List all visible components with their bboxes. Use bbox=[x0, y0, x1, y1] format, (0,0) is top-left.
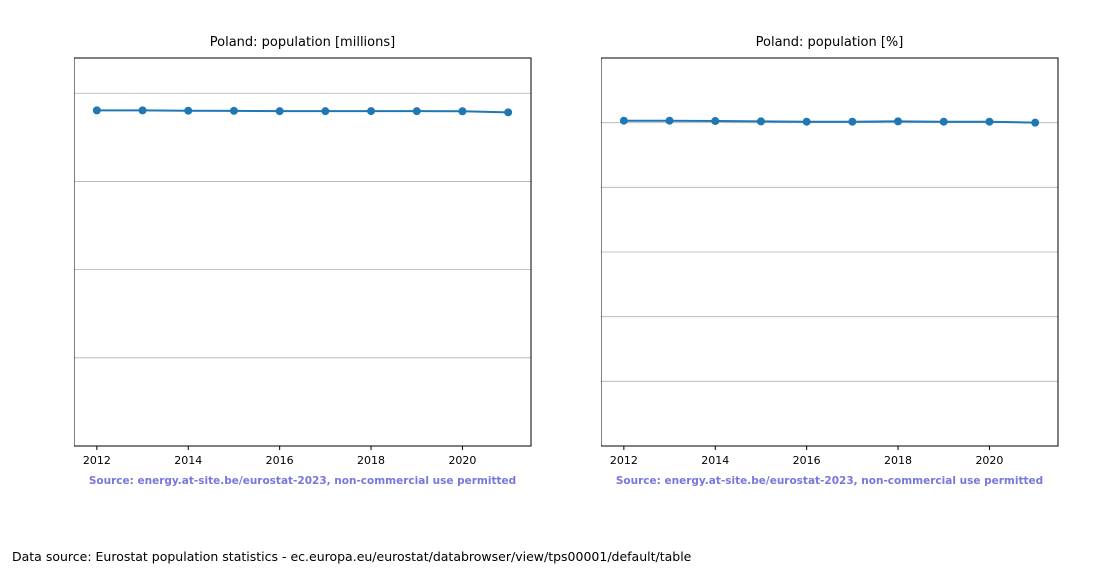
xtick-label: 2018 bbox=[884, 454, 912, 467]
chart-title: Poland: population [%] bbox=[756, 35, 904, 50]
axes-box bbox=[74, 58, 531, 446]
series-marker bbox=[985, 118, 993, 126]
series-marker bbox=[413, 107, 421, 115]
series-marker bbox=[321, 107, 329, 115]
series-marker bbox=[894, 117, 902, 125]
xtick-label: 2012 bbox=[610, 454, 638, 467]
xtick-label: 2012 bbox=[83, 454, 111, 467]
series-marker bbox=[367, 107, 375, 115]
xtick-label: 2020 bbox=[975, 454, 1003, 467]
series-marker bbox=[940, 118, 948, 126]
footer-source-text: Data source: Eurostat population statist… bbox=[12, 549, 691, 564]
series-marker bbox=[1031, 119, 1039, 127]
figure: 20122014201620182020010203040Poland: pop… bbox=[0, 0, 1100, 572]
chart-source-text: Source: energy.at-site.be/eurostat-2023,… bbox=[616, 475, 1043, 487]
series-marker bbox=[504, 108, 512, 116]
xtick-label: 2020 bbox=[448, 454, 476, 467]
series-marker bbox=[184, 107, 192, 115]
xtick-label: 2016 bbox=[266, 454, 294, 467]
chart-title: Poland: population [millions] bbox=[210, 35, 395, 50]
series-line bbox=[97, 110, 508, 112]
series-marker bbox=[666, 117, 674, 125]
series-marker bbox=[93, 106, 101, 114]
xtick-label: 2016 bbox=[793, 454, 821, 467]
series-marker bbox=[757, 117, 765, 125]
right-chart: 20122014201620182020020406080100120Polan… bbox=[601, 32, 1064, 502]
series-marker bbox=[803, 118, 811, 126]
series-marker bbox=[711, 117, 719, 125]
left-chart: 20122014201620182020010203040Poland: pop… bbox=[74, 32, 537, 502]
series-marker bbox=[230, 107, 238, 115]
series-marker bbox=[458, 107, 466, 115]
xtick-label: 2014 bbox=[701, 454, 729, 467]
series-marker bbox=[620, 117, 628, 125]
series-marker bbox=[139, 106, 147, 114]
series-marker bbox=[276, 107, 284, 115]
series-marker bbox=[848, 118, 856, 126]
xtick-label: 2014 bbox=[174, 454, 202, 467]
chart-source-text: Source: energy.at-site.be/eurostat-2023,… bbox=[89, 475, 516, 487]
xtick-label: 2018 bbox=[357, 454, 385, 467]
